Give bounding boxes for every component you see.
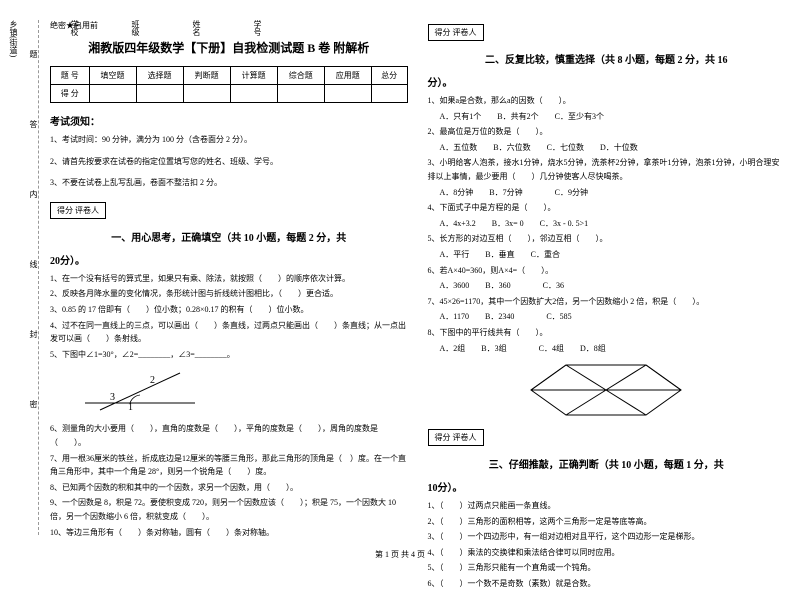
q2-8-opts: A．2组 B．3组 C．4组 D．8组 <box>440 342 786 356</box>
section-3-title: 三、仔细推敲，正确判断（共 10 小题，每题 1 分，共 <box>428 456 786 471</box>
svg-text:2: 2 <box>150 375 155 386</box>
q2-2: 2、最高位是万位的数是（ ）。 <box>428 125 786 139</box>
angle-diagram: 3 1 2 <box>80 368 200 413</box>
q1-3: 3、0.85 的 17 倍即有（ ）位小数；0.28×0.17 的积有（ ）位小… <box>50 303 408 317</box>
svg-text:1: 1 <box>128 402 133 413</box>
notice-1: 1、考试时间：90 分钟，满分为 100 分（含卷面分 2 分）。 <box>50 133 408 147</box>
td <box>230 85 277 103</box>
score-box-3: 得分 评卷人 <box>428 429 484 446</box>
section-2-title: 二、反复比较，慎重选择（共 8 小题，每题 2 分，共 16 <box>428 51 786 66</box>
section-3-title2: 10分）。 <box>428 479 786 494</box>
table-row: 得 分 <box>51 85 408 103</box>
q3-2: 2、（ ）三角形的面积相等，这两个三角形一定是等底等高。 <box>428 515 786 529</box>
q2-6: 6、若A×40=360，则A×4=（ ）。 <box>428 264 786 278</box>
page-footer: 第 1 页 共 4 页 <box>0 549 800 560</box>
td <box>136 85 183 103</box>
binding-labels: 学号 姓名 班级 学校 乡镇(街道) <box>8 20 263 57</box>
q2-6-opts: A．3600 B．360 C．36 <box>440 279 786 293</box>
svg-text:3: 3 <box>110 392 115 403</box>
th: 判断题 <box>183 67 230 85</box>
q2-3-opts: A．8分钟 B．7分钟 C．9分钟 <box>440 186 786 200</box>
left-column: 绝密★启用前 湘教版四年级数学【下册】自我检测试题 B 卷 附解析 题 号 填空… <box>50 20 408 593</box>
page-content: 绝密★启用前 湘教版四年级数学【下册】自我检测试题 B 卷 附解析 题 号 填空… <box>0 0 800 603</box>
q2-8: 8、下图中的平行线共有（ ）。 <box>428 326 786 340</box>
td <box>277 85 324 103</box>
q3-6: 6、（ ）一个数不是奇数（素数）就是合数。 <box>428 577 786 591</box>
section-2-title2: 分）。 <box>428 74 786 89</box>
th: 题 号 <box>51 67 90 85</box>
q1-9: 9、一个因数是 8，积是 72。要使积变成 720，则另一个因数应该（ ）；积是… <box>50 496 408 523</box>
q2-7-opts: A．1170 B．2340 C．585 <box>440 310 786 324</box>
q2-5: 5、长方形的对边互相（ ），邻边互相（ ）。 <box>428 232 786 246</box>
th: 选择题 <box>136 67 183 85</box>
label-id: 学号 <box>252 20 263 57</box>
th: 计算题 <box>230 67 277 85</box>
q1-6: 6、测量角的大小要用（ ），直角的度数是（ ），平角的度数是（ ），周角的度数是… <box>50 422 408 449</box>
q3-5: 5、（ ）三角形只能有一个直角或一个钝角。 <box>428 561 786 575</box>
td <box>89 85 136 103</box>
seal-text: 题 答 内 线 封 密 <box>28 50 39 438</box>
q2-5-opts: A．平行 B．垂直 C．重合 <box>440 248 786 262</box>
table-row: 题 号 填空题 选择题 判断题 计算题 综合题 应用题 总分 <box>51 67 408 85</box>
q2-2-opts: A．五位数 B．六位数 C．七位数 D．十位数 <box>440 141 786 155</box>
label-town: 乡镇(街道) <box>8 20 19 57</box>
q1-8: 8、已知两个因数的积和其中的一个因数，求另一个因数，用（ ）。 <box>50 481 408 495</box>
section-1-title: 一、用心思考，正确填空（共 10 小题，每题 2 分，共 <box>50 229 408 244</box>
q2-1-opts: A．只有1个 B．共有2个 C．至少有3个 <box>440 110 786 124</box>
score-box-2: 得分 评卷人 <box>428 24 484 41</box>
td <box>324 85 371 103</box>
td <box>183 85 230 103</box>
q1-1: 1、在一个没有括号的算式里，如果只有乘、除法，就按照（ ）的顺序依次计算。 <box>50 272 408 286</box>
q2-4: 4、下面式子中是方程的是（ ）。 <box>428 201 786 215</box>
q3-3: 3、（ ）一个四边形中，有一组对边相对且平行，这个四边形一定是梯形。 <box>428 530 786 544</box>
q3-1: 1、（ ）过两点只能画一条直线。 <box>428 499 786 513</box>
notice-2: 2、请首先按要求在试卷的指定位置填写您的姓名、班级、学号。 <box>50 155 408 169</box>
q1-4: 4、过不在同一直线上的三点，可以画出（ ）条直线，过两点只能画出（ ）条直线；从… <box>50 319 408 346</box>
rhombus-diagram <box>526 360 686 420</box>
q1-5: 5、下图中∠1=30°，∠2=________，∠3=________。 <box>50 348 408 362</box>
th: 综合题 <box>277 67 324 85</box>
q2-7: 7、45×26=1170，其中一个因数扩大2倍，另一个因数缩小 2 倍，积是（ … <box>428 295 786 309</box>
score-box-1: 得分 评卷人 <box>50 202 106 219</box>
label-school: 学校 <box>69 20 80 57</box>
notice-3: 3、不要在试卷上乱写乱画，卷面不整洁扣 2 分。 <box>50 176 408 190</box>
q2-1: 1、如果a是合数，那么a的因数（ ）。 <box>428 94 786 108</box>
right-column: 得分 评卷人 二、反复比较，慎重选择（共 8 小题，每题 2 分，共 16 分）… <box>428 20 786 593</box>
section-1-title2: 20分）。 <box>50 252 408 267</box>
label-class: 班级 <box>130 20 141 57</box>
label-name: 姓名 <box>191 20 202 57</box>
notice-title: 考试须知： <box>50 113 408 128</box>
td <box>371 85 407 103</box>
q2-4-opts: A．4x+3.2 B．3x= 0 C．3x - 0. 5>1 <box>440 217 786 231</box>
td: 得 分 <box>51 85 90 103</box>
q1-7: 7、用一根36厘米的铁丝，折成底边是12厘米的等腰三角形，那此三角形的顶角是（ … <box>50 452 408 479</box>
q1-2: 2、反映各月降水量的变化情况，条形统计图与折线统计图相比，（ ）更合适。 <box>50 287 408 301</box>
q2-3: 3、小明给客人泡茶，接水1分钟，烧水5分钟，洗茶杯2分钟，拿茶叶1分钟，泡茶1分… <box>428 156 786 183</box>
q1-10: 10、等边三角形有（ ）条对称轴，圆有（ ）条对称轴。 <box>50 526 408 540</box>
th: 总分 <box>371 67 407 85</box>
score-table: 题 号 填空题 选择题 判断题 计算题 综合题 应用题 总分 得 分 <box>50 66 408 103</box>
th: 应用题 <box>324 67 371 85</box>
th: 填空题 <box>89 67 136 85</box>
